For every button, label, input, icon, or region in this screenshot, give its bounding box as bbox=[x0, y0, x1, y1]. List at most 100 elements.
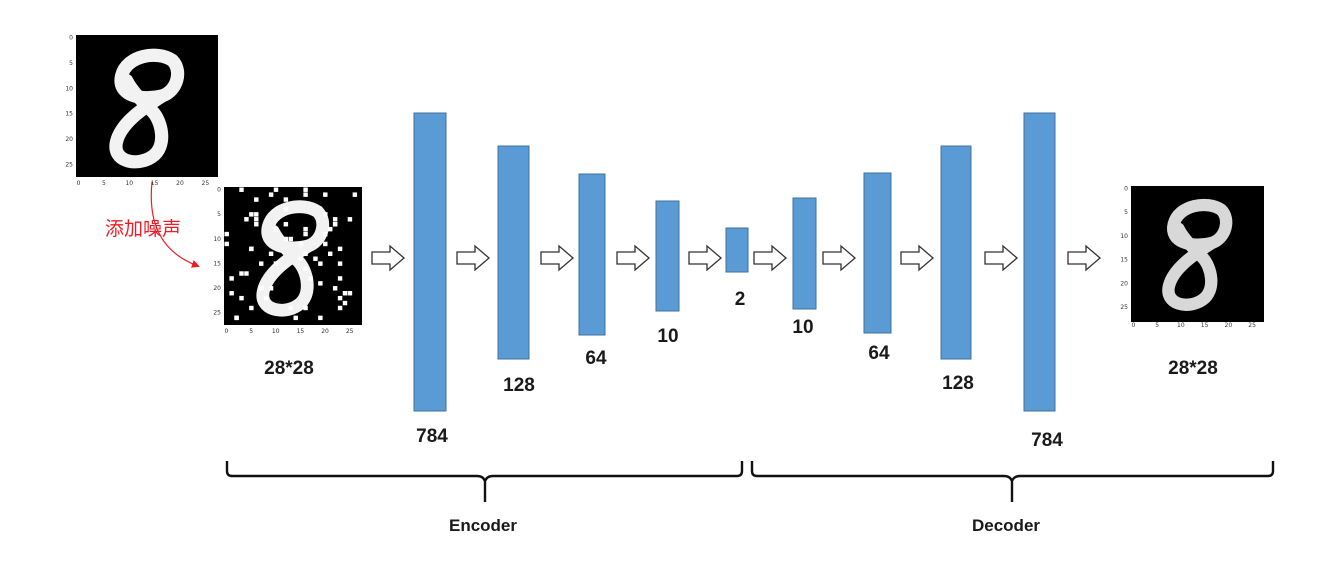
decoder-layer-10-label: 10 bbox=[792, 317, 813, 338]
x-tick-label: 15 bbox=[151, 180, 159, 187]
noise-pixel bbox=[283, 222, 289, 227]
decoder-layer-10 bbox=[792, 197, 817, 310]
flow-arrow-icon bbox=[822, 244, 856, 272]
decoder-layer-128-label: 128 bbox=[942, 373, 974, 394]
flow-arrow-icon bbox=[1067, 244, 1101, 272]
noise-pixel bbox=[298, 256, 303, 261]
encoder-layer-64-label: 64 bbox=[585, 348, 607, 369]
decoder-layer-128 bbox=[940, 145, 972, 360]
noise-pixel bbox=[283, 236, 289, 242]
noise-pixel bbox=[303, 305, 308, 311]
y-tick-label: 20 bbox=[213, 285, 221, 292]
noise-pixel bbox=[303, 187, 308, 192]
x-tick-label: 15 bbox=[1201, 322, 1209, 329]
y-tick-label: 15 bbox=[65, 111, 73, 118]
x-tick-label: 5 bbox=[1155, 322, 1159, 329]
noise-pixel bbox=[273, 261, 279, 266]
noise-pixel bbox=[254, 217, 259, 222]
x-tick-label: 5 bbox=[102, 180, 106, 187]
x-tick-label: 25 bbox=[1248, 322, 1256, 329]
encoder-label: Encoder bbox=[449, 516, 517, 535]
latent-layer-2 bbox=[725, 227, 749, 273]
noise-pixel bbox=[244, 271, 249, 276]
noise-pixel bbox=[239, 187, 244, 192]
noise-pixel bbox=[313, 256, 318, 261]
y-tick-label: 5 bbox=[217, 211, 221, 218]
noise-pixel bbox=[249, 212, 254, 217]
encoder-layer-10-label: 10 bbox=[657, 326, 678, 347]
x-tick-label: 20 bbox=[176, 180, 184, 187]
noise-pixel bbox=[268, 192, 274, 197]
noise-pixel bbox=[303, 231, 308, 237]
latent-layer-label: 2 bbox=[735, 289, 746, 310]
encoder-layer-10 bbox=[655, 200, 680, 312]
encoder-layer-128 bbox=[497, 145, 530, 360]
noise-pixel bbox=[347, 291, 353, 296]
decoder-layer-64 bbox=[863, 172, 892, 334]
flow-arrows bbox=[371, 244, 1101, 272]
digit-eight-original bbox=[109, 48, 185, 169]
noisy-image-axis-ticks: 0 0 5 5 10 10 15 15 20 20 25 25 bbox=[213, 186, 353, 335]
y-tick-label: 10 bbox=[1120, 233, 1128, 240]
x-tick-label: 25 bbox=[202, 180, 210, 187]
noise-pixel bbox=[337, 261, 343, 266]
flow-arrow-icon bbox=[616, 244, 650, 272]
flow-arrow-icon bbox=[456, 244, 490, 272]
noise-pixel bbox=[303, 251, 308, 257]
flow-arrow-icon bbox=[371, 244, 405, 272]
y-tick-label: 15 bbox=[1120, 257, 1128, 264]
noise-pixel bbox=[308, 276, 313, 281]
digit-bottom-loop bbox=[109, 74, 169, 169]
y-tick-label: 10 bbox=[213, 236, 221, 243]
encoder-layer-64 bbox=[578, 173, 606, 336]
y-tick-label: 5 bbox=[69, 60, 73, 67]
x-tick-label: 0 bbox=[225, 328, 229, 335]
noise-pixel bbox=[337, 276, 343, 281]
y-tick-label: 0 bbox=[1124, 185, 1128, 192]
y-tick-label: 0 bbox=[217, 186, 221, 193]
noise-pixel bbox=[332, 286, 338, 291]
input-size-label: 28*28 bbox=[264, 358, 314, 379]
noise-pixel bbox=[259, 261, 264, 266]
x-tick-label: 10 bbox=[272, 328, 280, 335]
noise-pixel bbox=[318, 261, 323, 266]
noise-pixel bbox=[303, 226, 308, 232]
noise-pixel bbox=[323, 192, 328, 197]
noise-pixel bbox=[224, 231, 229, 237]
encoder-brace bbox=[225, 461, 744, 502]
noise-pixel bbox=[254, 197, 259, 202]
noise-pixel bbox=[254, 222, 259, 227]
original-digit-image: 0 0 5 5 10 10 15 15 20 20 25 25 bbox=[65, 35, 218, 187]
noise-pixel bbox=[328, 226, 333, 232]
x-tick-label: 0 bbox=[77, 180, 81, 187]
noise-pixel bbox=[318, 281, 323, 286]
flow-arrow-icon bbox=[900, 244, 934, 272]
y-tick-label: 5 bbox=[1124, 209, 1128, 216]
y-tick-label: 25 bbox=[65, 161, 73, 168]
x-tick-label: 0 bbox=[1131, 322, 1135, 329]
noise-pixel bbox=[323, 212, 328, 217]
noise-pixel bbox=[234, 315, 239, 321]
y-tick-label: 20 bbox=[1120, 280, 1128, 287]
noise-pixel bbox=[293, 315, 298, 321]
x-tick-label: 20 bbox=[1225, 322, 1233, 329]
digit-bottom-loop bbox=[256, 224, 315, 317]
encoder-layer-128-label: 128 bbox=[503, 375, 535, 396]
noise-pixel bbox=[347, 217, 353, 222]
reconstructed-digit-image: 0 0 5 5 10 10 15 15 20 20 25 25 bbox=[1120, 185, 1264, 329]
noise-pixel bbox=[303, 192, 308, 197]
decoder-layer-784-label: 784 bbox=[1031, 430, 1063, 451]
noise-pixel bbox=[288, 236, 294, 242]
noise-pixel bbox=[268, 286, 274, 291]
noise-pixel bbox=[328, 251, 333, 257]
decoder-layer-64-label: 64 bbox=[868, 343, 890, 364]
decoder-brace bbox=[750, 461, 1275, 502]
noise-pixel bbox=[273, 187, 279, 192]
noise-pixel bbox=[283, 207, 289, 212]
digit-eight-reconstructed bbox=[1162, 198, 1233, 311]
flow-arrow-icon bbox=[984, 244, 1018, 272]
noise-pixel bbox=[224, 241, 229, 247]
noise-pixel bbox=[342, 291, 348, 296]
flow-arrow-icon bbox=[540, 244, 574, 272]
noise-pixel bbox=[288, 305, 294, 311]
